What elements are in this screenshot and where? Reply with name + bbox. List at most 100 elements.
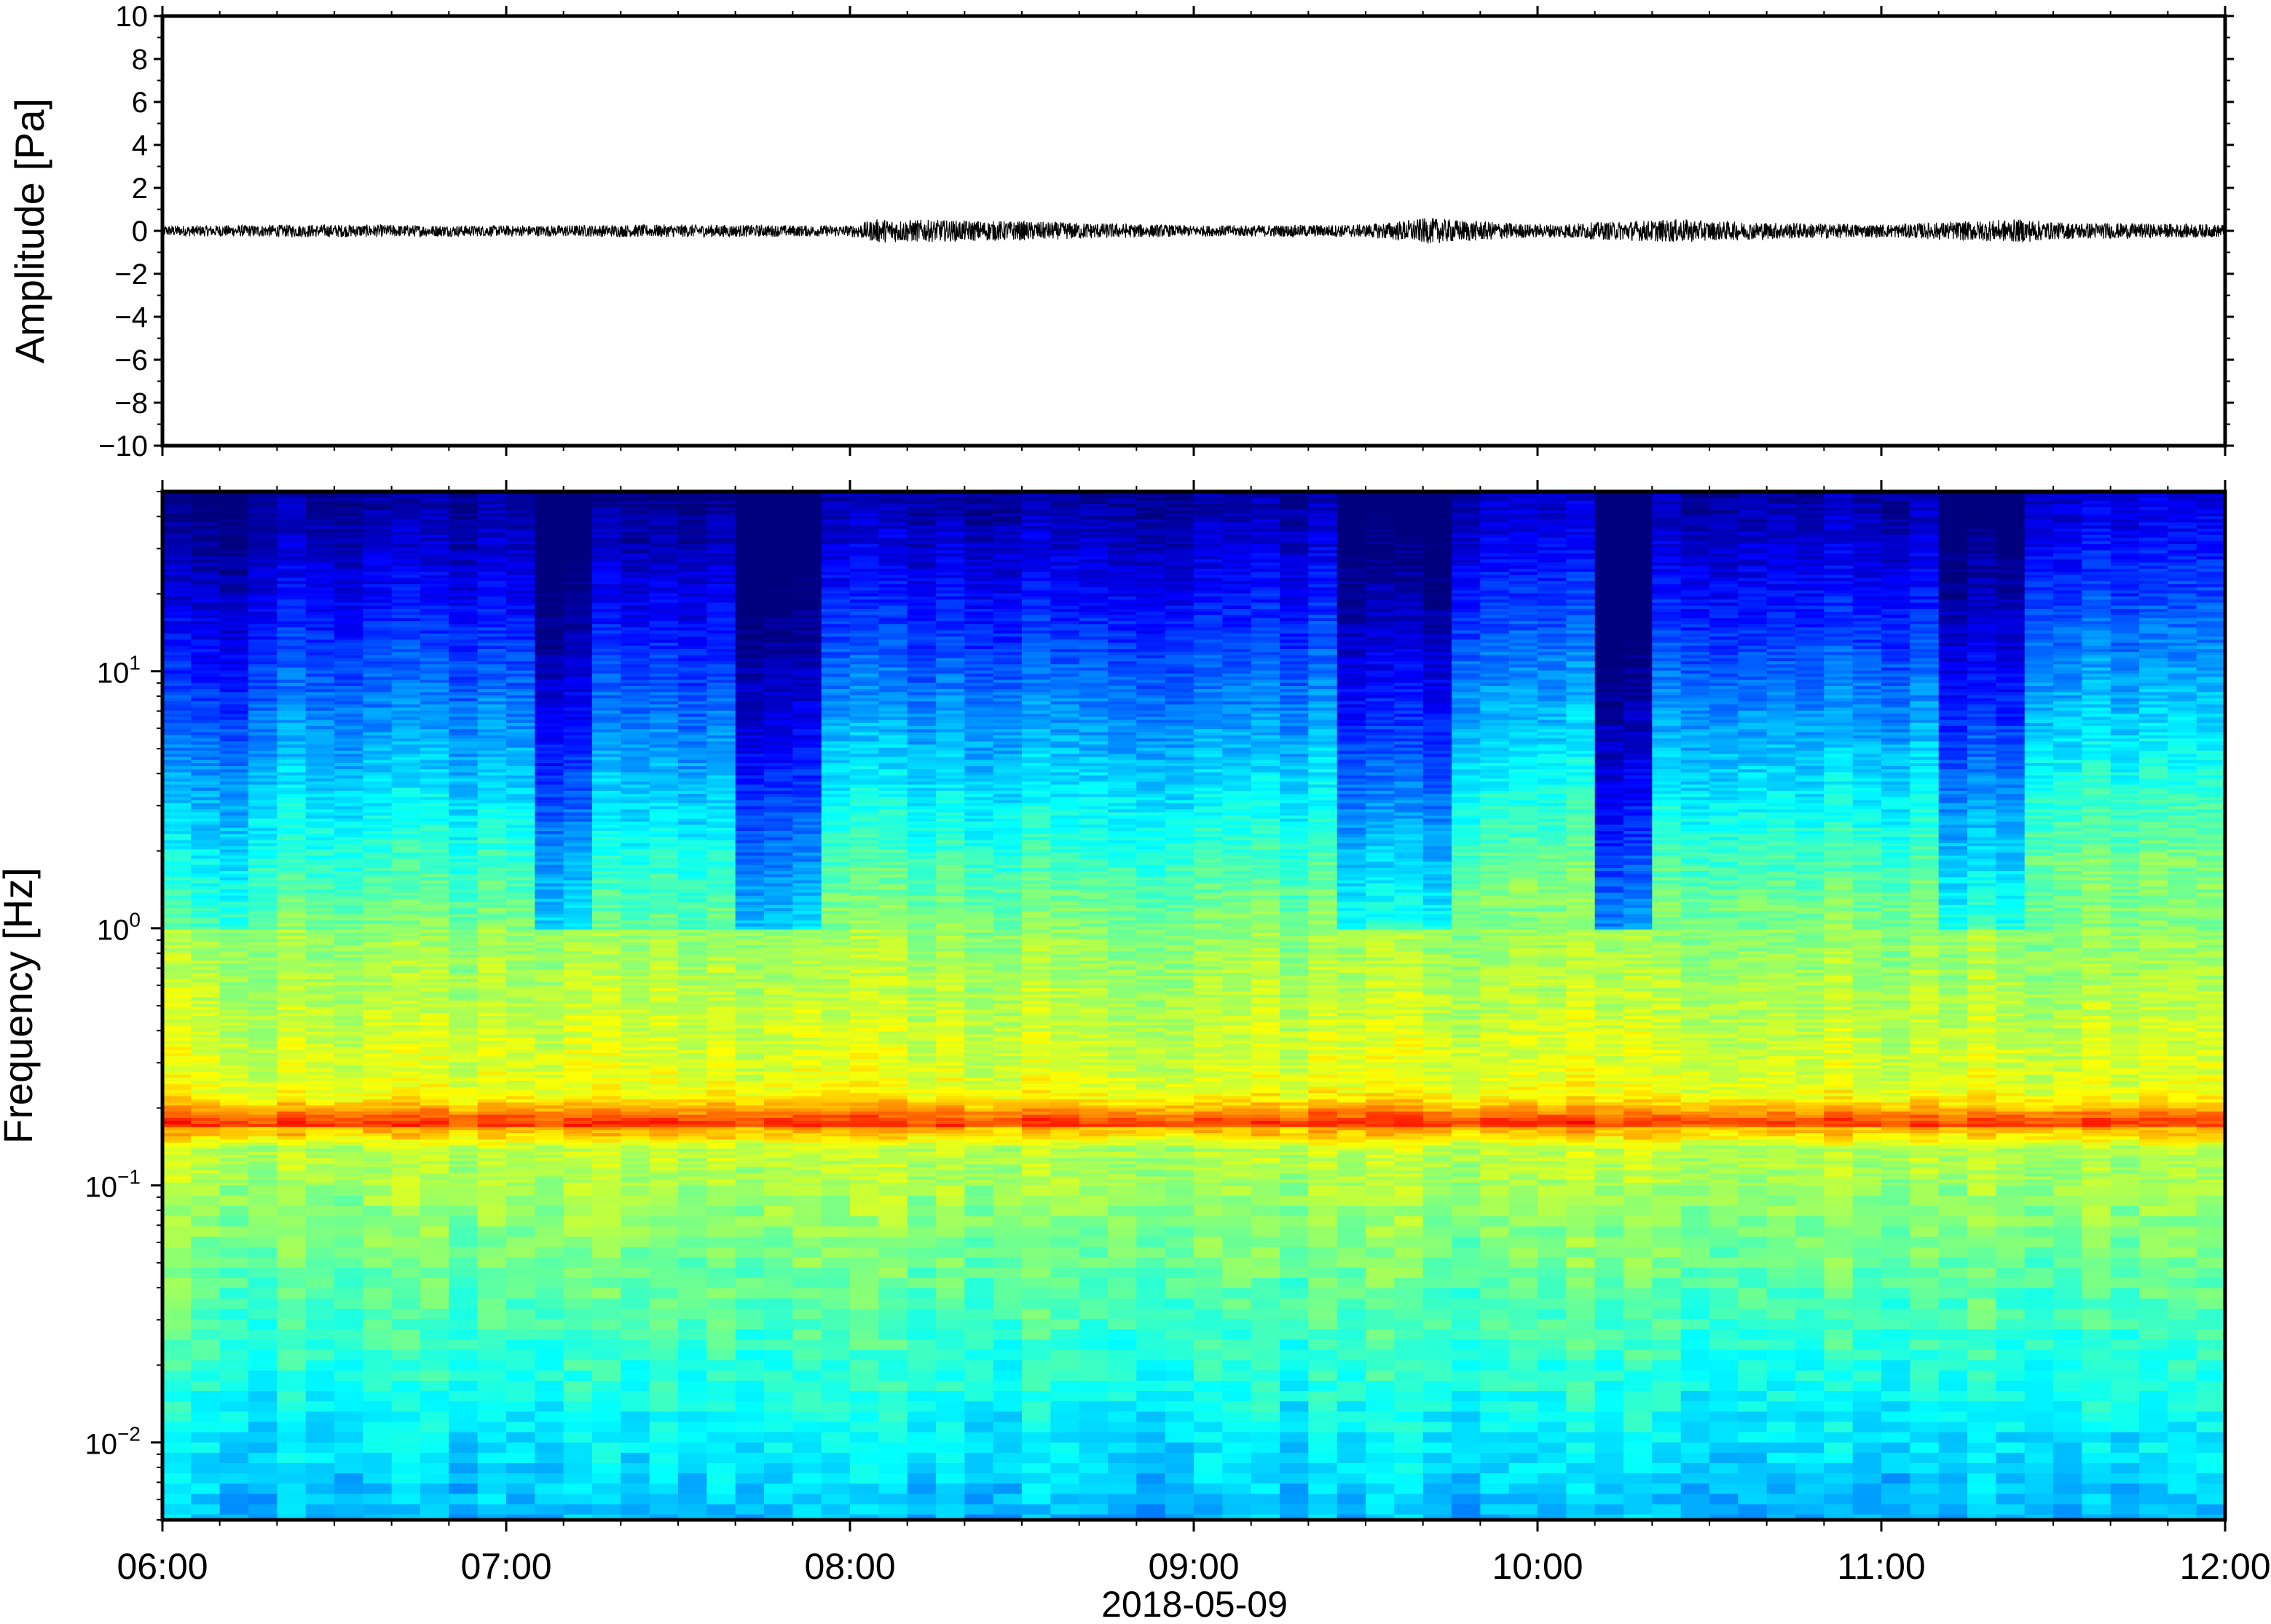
spectrogram-cell <box>305 698 335 702</box>
spectrogram-cell <box>678 803 708 807</box>
spectrogram-cell <box>420 725 450 730</box>
spectrogram-cell <box>477 1139 507 1143</box>
spectrogram-cell <box>334 1041 364 1044</box>
spectrogram-cell <box>334 917 364 921</box>
spectrogram-cell <box>592 957 622 961</box>
spectrogram-cell <box>420 544 450 548</box>
spectrogram-cell <box>449 1009 479 1014</box>
spectrogram-cell <box>420 1288 450 1299</box>
spectrogram-cell <box>219 902 249 906</box>
spectrogram-cell <box>535 1237 564 1248</box>
spectrogram-cell <box>563 649 593 653</box>
spectrogram-cell <box>678 806 708 811</box>
spectrogram-cell <box>277 1004 307 1008</box>
spectrogram-cell <box>477 652 507 656</box>
spectrogram-cell <box>305 880 335 884</box>
spectrogram-cell <box>621 1226 650 1238</box>
spectrogram-cell <box>391 874 421 878</box>
spectrogram-cell <box>477 1046 507 1051</box>
spectrogram-cell <box>191 760 221 764</box>
spectrogram-cell <box>219 852 249 856</box>
spectrogram-cell <box>363 729 393 733</box>
spectrogram-cell <box>363 1442 393 1454</box>
spectrogram-cell <box>477 618 507 622</box>
spectrogram-cell <box>162 556 192 560</box>
spectrogram-cell <box>535 923 564 927</box>
spectrogram-cell <box>191 815 221 819</box>
spectrogram-cell <box>305 979 335 983</box>
spectrogram-cell <box>334 1096 364 1100</box>
spectrogram-cell <box>162 692 192 696</box>
spectrogram-cell <box>563 874 593 878</box>
spectrogram-cell <box>248 1182 278 1186</box>
spectrogram-cell <box>391 945 421 949</box>
spectrogram-cell <box>621 1053 650 1057</box>
spectrogram-cell <box>477 895 507 899</box>
spectrogram-cell <box>649 1136 679 1140</box>
spectrogram-cell <box>391 1019 421 1023</box>
spectrogram-cell <box>477 717 507 721</box>
spectrogram-cell <box>649 824 679 829</box>
spectrogram-cell <box>649 840 679 844</box>
spectrogram-cell <box>248 1111 278 1116</box>
spectrogram-cell <box>506 846 536 851</box>
spectrogram-cell <box>563 988 593 992</box>
spectrogram-cell <box>219 1049 249 1054</box>
spectrogram-cell <box>277 1146 307 1149</box>
spectrogram-cell <box>649 800 679 804</box>
spectrogram-cell <box>363 837 393 841</box>
spectrogram-cell <box>162 942 192 946</box>
spectrogram-cell <box>420 754 450 758</box>
spectrogram-cell <box>621 722 650 727</box>
spectrogram-cell <box>420 1062 450 1066</box>
spectrogram-cell <box>363 877 393 881</box>
spectrogram-cell <box>219 1142 249 1146</box>
spectrogram-cell <box>449 979 479 983</box>
spectrogram-cell <box>506 1298 536 1309</box>
spectrogram-cell <box>535 525 564 529</box>
spectrogram-cell <box>391 624 421 628</box>
spectrogram-cell <box>162 1288 192 1299</box>
spectrogram-cell <box>449 1133 479 1138</box>
spectrogram-cell <box>649 556 679 560</box>
spectrogram-cell <box>563 677 593 681</box>
spectrogram-cell <box>506 772 536 776</box>
spectrogram-cell <box>535 685 564 690</box>
spectrogram-cell <box>535 1034 564 1038</box>
spectrogram-cell <box>649 895 679 899</box>
spectrogram-cell <box>621 1108 650 1113</box>
spectrogram-cell <box>162 1102 192 1106</box>
spectrogram-cell <box>363 714 393 717</box>
spectrogram-cell <box>162 1041 192 1044</box>
spectrogram-cell <box>420 827 450 832</box>
spectrogram-cell <box>477 886 507 891</box>
spectrogram-cell <box>191 1136 221 1140</box>
spectrogram-cell <box>678 1117 708 1122</box>
spectrogram-cell <box>563 754 593 758</box>
spectrogram-cell <box>506 599 536 604</box>
spectrogram-cell <box>277 1142 307 1146</box>
spectrogram-cell <box>535 815 564 819</box>
spectrogram-cell <box>506 886 536 891</box>
spectrogram-cell <box>420 677 450 681</box>
spectrogram-cell <box>162 550 192 554</box>
spectrogram-cell <box>191 1016 221 1020</box>
spectrogram-cell <box>363 969 393 974</box>
spectrogram-cell <box>162 1237 192 1248</box>
spectrogram-cell <box>162 532 192 536</box>
spectrogram-cell <box>305 926 335 931</box>
spectrogram-cell <box>334 572 364 576</box>
spectrogram-cell <box>391 679 421 684</box>
spectrogram-cell <box>535 609 564 612</box>
spectrogram-cell <box>449 1105 479 1109</box>
spectrogram-cell <box>535 862 564 866</box>
spectrogram-cell <box>248 899 278 903</box>
spectrogram-cell <box>334 661 364 665</box>
spectrogram-cell <box>621 516 650 520</box>
spectrogram-cell <box>420 1483 450 1495</box>
spectrogram-cell <box>334 1432 364 1443</box>
spectrogram-cell <box>506 762 536 767</box>
spectrogram-cell <box>305 1422 335 1433</box>
spectrogram-cell <box>563 787 593 792</box>
spectrogram-cell <box>477 1077 507 1081</box>
